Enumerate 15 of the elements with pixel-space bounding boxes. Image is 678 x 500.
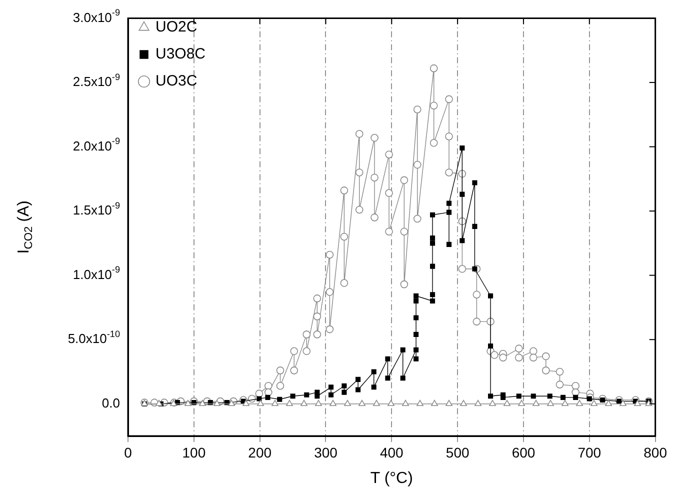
legend-label: U3O8C [156, 46, 206, 63]
x-tick-label: 0 [124, 444, 132, 460]
x-tick-label: 800 [644, 444, 668, 460]
y-tick-label: 0.0 [102, 395, 120, 410]
x-tick-label: 300 [314, 444, 338, 460]
y-axis-title: ICO2 (A) [15, 200, 35, 254]
legend-label: UO2C [156, 18, 198, 36]
x-axis-title: T (°C) [370, 470, 413, 487]
x-tick-label: 600 [512, 444, 536, 460]
x-tick-label: 500 [446, 444, 470, 460]
x-tick-label: 700 [578, 444, 602, 460]
x-tick-label: 200 [248, 444, 272, 460]
x-tick-label: 100 [182, 444, 206, 460]
legend-label: UO3C [156, 72, 198, 90]
x-tick-label: 400 [380, 444, 404, 460]
